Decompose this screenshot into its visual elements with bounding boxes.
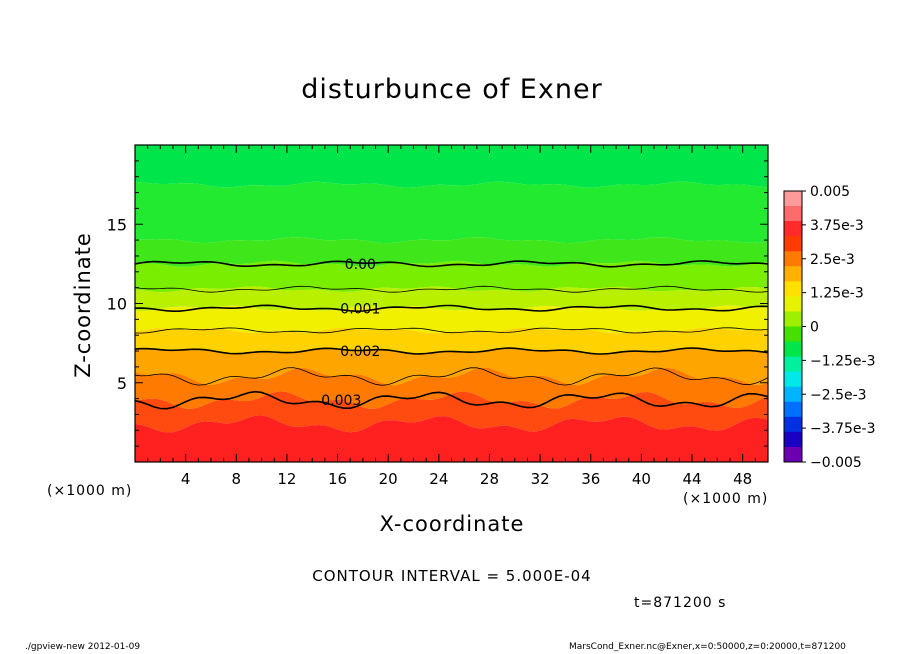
colorbar-segment <box>784 341 802 358</box>
colorbar-segment <box>784 251 802 267</box>
colorbar-segment <box>784 236 802 252</box>
chart-title: disturbunce of Exner <box>301 74 603 105</box>
contour-interval-text: CONTOUR INTERVAL = 5.000E-04 <box>312 567 592 585</box>
color-band <box>135 348 768 386</box>
contour-line <box>134 390 769 410</box>
colorbar-label: 1.25e-3 <box>810 286 864 302</box>
footer-right: MarsCond_Exner.nc@Exner,x=0:50000,z=0:20… <box>569 642 846 652</box>
x-tick-label: 4 <box>181 470 191 488</box>
contour-label: 0.002 <box>340 344 380 360</box>
x-tick-label: 12 <box>277 470 296 488</box>
color-band <box>135 391 768 433</box>
colorbar-segment <box>784 431 802 448</box>
field-layer <box>135 145 768 462</box>
colorbar-label: −3.75e-3 <box>810 421 875 437</box>
color-band <box>135 415 768 462</box>
colorbar: 0.005 3.75e-3 2.5e-3 1.25e-3 0 −1.25e-3 −2.5e-… <box>783 184 875 471</box>
colorbar-label: 3.75e-3 <box>810 218 864 234</box>
color-band <box>135 181 768 244</box>
contour-layer <box>134 260 769 410</box>
x-tick-label: 8 <box>232 470 242 488</box>
x-tick-label: 32 <box>531 470 550 488</box>
colorbar-label: 0 <box>810 320 819 336</box>
colorbar-segment <box>784 296 802 312</box>
colorbar-label: 0.005 <box>810 184 850 200</box>
colorbar-label: −2.5e-3 <box>810 387 867 403</box>
colorbar-label: −0.005 <box>810 455 862 471</box>
colorbar-segment <box>784 191 802 207</box>
x-unit-left: (×1000 m) <box>47 483 133 499</box>
colorbar-segment <box>784 266 802 282</box>
color-band <box>135 286 768 311</box>
contour-line <box>134 304 769 313</box>
footer-left: ./gpview-new 2012-01-09 <box>25 642 141 652</box>
y-tick-label: 10 <box>107 295 127 314</box>
contour-label: 0.003 <box>321 393 361 409</box>
color-band <box>135 327 768 355</box>
colorbar-segment <box>784 221 802 237</box>
contour-label: 0.001 <box>340 301 380 317</box>
contour-line <box>134 260 769 268</box>
colorbar-segment <box>784 386 802 403</box>
time-text: t=871200 s <box>634 595 727 611</box>
color-band <box>135 145 768 188</box>
y-tick-label: 5 <box>117 374 127 393</box>
contour-line <box>134 367 769 386</box>
colorbar-segment <box>784 206 802 222</box>
x-tick-label: 48 <box>733 470 752 488</box>
y-tick-label: 15 <box>107 215 127 234</box>
contour-labels: 0.00 0.001 0.002 0.003 <box>321 257 380 409</box>
colorbar-label: −1.25e-3 <box>810 353 875 369</box>
colorbar-segment <box>784 416 802 433</box>
colorbar-segment <box>784 326 802 343</box>
x-tick-label: 24 <box>429 470 448 488</box>
color-band <box>135 260 768 293</box>
colorbar-segment <box>784 401 802 418</box>
colorbar-segment <box>784 281 802 297</box>
color-band <box>135 367 768 409</box>
colorbar-segment <box>784 446 802 463</box>
x-tick-label: 40 <box>632 470 651 488</box>
contour-label: 0.00 <box>345 257 376 273</box>
x-tick-label: 36 <box>581 470 600 488</box>
color-band <box>135 237 768 267</box>
x-tick-label: 44 <box>682 470 701 488</box>
colorbar-segment <box>784 311 802 327</box>
colorbar-segment <box>784 356 802 373</box>
contour-line <box>134 347 769 355</box>
x-unit-right: (×1000 m) <box>683 491 769 507</box>
x-axis: 4 8 12 16 20 24 28 32 36 40 44 48 <box>147 145 756 488</box>
x-tick-label: 16 <box>328 470 347 488</box>
color-band <box>135 305 768 334</box>
x-axis-label: X-coordinate <box>379 512 525 536</box>
x-tick-label: 28 <box>480 470 499 488</box>
contour-line <box>134 327 769 334</box>
x-tick-label: 20 <box>379 470 398 488</box>
colorbar-segment <box>784 371 802 388</box>
contour-line <box>134 285 769 293</box>
y-axis-label: Z-coordinate <box>71 232 95 378</box>
y-axis: 5 10 15 <box>107 160 768 447</box>
colorbar-label: 2.5e-3 <box>810 252 855 268</box>
